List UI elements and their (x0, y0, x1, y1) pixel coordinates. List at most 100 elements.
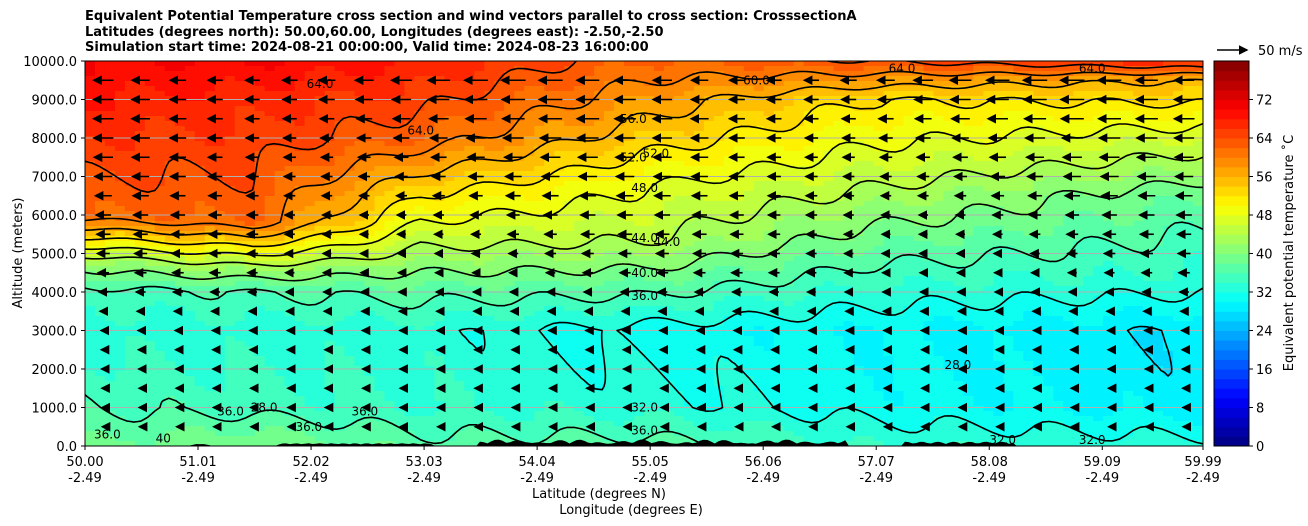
field-cell (104, 71, 116, 77)
field-cell (85, 61, 96, 67)
field-cell (374, 76, 386, 82)
field-cell (164, 226, 176, 232)
field-cell (424, 231, 435, 237)
field-cell (644, 356, 655, 362)
field-cell (544, 316, 555, 322)
field-cell (604, 236, 615, 242)
field-cell (374, 116, 386, 122)
field-cell (174, 276, 186, 282)
field-cell (374, 241, 386, 247)
field-cell (334, 321, 346, 327)
field-cell (663, 226, 675, 232)
field-cell (703, 271, 715, 277)
field-cell (554, 336, 565, 342)
field-cell (424, 371, 435, 377)
field-cell (114, 346, 126, 352)
field-cell (673, 101, 685, 107)
field-cell (334, 121, 346, 127)
field-cell (703, 281, 715, 287)
field-cell (713, 76, 725, 82)
field-cell (604, 311, 615, 317)
field-cell (344, 76, 356, 82)
field-cell (334, 301, 346, 307)
field-cell (584, 246, 595, 252)
field-cell (174, 151, 186, 157)
field-cell (683, 116, 695, 122)
field-cell (224, 321, 236, 327)
field-cell (514, 311, 525, 317)
field-cell (384, 221, 396, 227)
field-cell (574, 121, 585, 127)
field-cell (344, 191, 356, 197)
field-cell (614, 356, 625, 362)
field-cell (174, 221, 186, 227)
field-cell (534, 276, 545, 282)
field-cell (604, 316, 615, 322)
field-cell (244, 351, 256, 357)
field-cell (693, 396, 705, 402)
field-cell (234, 381, 246, 387)
field-cell (673, 181, 685, 187)
field-cell (324, 246, 336, 252)
field-cell (484, 246, 495, 252)
field-cell (514, 216, 525, 222)
field-cell (534, 196, 545, 202)
field-cell (594, 156, 605, 162)
field-cell (404, 296, 416, 302)
field-cell (464, 441, 475, 446)
field-cell (514, 381, 525, 387)
field-cell (703, 391, 715, 397)
field-cell (484, 181, 495, 187)
field-cell (344, 421, 356, 427)
field-cell (723, 311, 735, 317)
field-cell (414, 351, 425, 357)
field-cell (474, 176, 485, 182)
field-cell (134, 276, 146, 282)
field-cell (404, 256, 416, 262)
field-cell (683, 381, 695, 387)
field-cell (114, 406, 126, 412)
field-cell (564, 426, 575, 432)
field-cell (254, 76, 266, 82)
field-cell (214, 276, 226, 282)
field-cell (224, 66, 236, 72)
field-cell (634, 391, 645, 397)
field-cell (184, 296, 196, 302)
field-cell (614, 101, 625, 107)
field-cell (194, 301, 206, 307)
field-cell (723, 226, 735, 232)
field-cell (484, 421, 495, 427)
field-cell (324, 316, 336, 322)
field-cell (124, 326, 136, 332)
field-cell (144, 236, 156, 242)
field-cell (234, 191, 246, 197)
field-cell (683, 256, 695, 262)
field-cell (334, 351, 346, 357)
field-cell (244, 206, 256, 212)
field-cell (354, 421, 366, 427)
field-cell (524, 91, 535, 97)
field-cell (284, 261, 296, 267)
field-cell (184, 236, 196, 242)
field-cell (344, 266, 356, 272)
field-cell (454, 341, 465, 347)
field-cell (184, 371, 196, 377)
field-cell (94, 296, 106, 302)
field-cell (304, 301, 316, 307)
field-cell (414, 141, 425, 147)
field-cell (214, 261, 226, 267)
field-cell (494, 121, 505, 127)
field-cell (673, 376, 685, 382)
field-cell (604, 181, 615, 187)
field-cell (614, 381, 625, 387)
field-cell (554, 406, 565, 412)
field-cell (644, 86, 655, 92)
field-cell (214, 371, 226, 377)
field-cell (494, 396, 505, 402)
field-cell (344, 351, 356, 357)
field-cell (194, 396, 206, 402)
field-cell (554, 171, 565, 177)
field-cell (644, 311, 655, 317)
field-cell (404, 281, 416, 287)
field-cell (244, 346, 256, 352)
